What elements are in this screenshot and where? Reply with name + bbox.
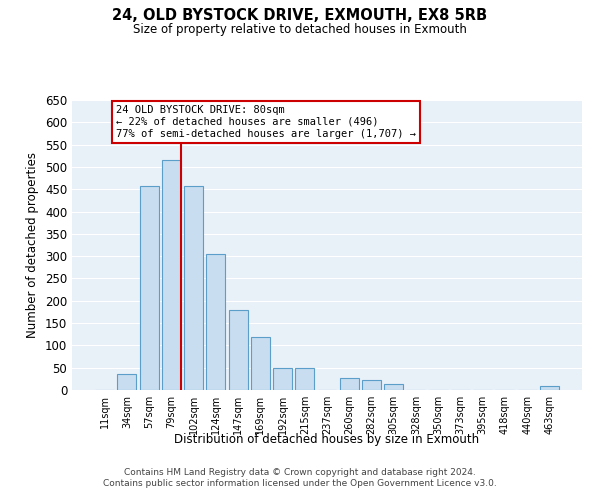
Text: 24 OLD BYSTOCK DRIVE: 80sqm
← 22% of detached houses are smaller (496)
77% of se: 24 OLD BYSTOCK DRIVE: 80sqm ← 22% of det… [116,106,416,138]
Text: 24, OLD BYSTOCK DRIVE, EXMOUTH, EX8 5RB: 24, OLD BYSTOCK DRIVE, EXMOUTH, EX8 5RB [112,8,488,22]
Bar [340,378,359,390]
Bar [295,368,314,390]
Text: Distribution of detached houses by size in Exmouth: Distribution of detached houses by size … [175,432,479,446]
Bar [229,310,248,390]
Y-axis label: Number of detached properties: Number of detached properties [26,152,40,338]
Text: Size of property relative to detached houses in Exmouth: Size of property relative to detached ho… [133,22,467,36]
Bar [140,186,158,390]
Bar [540,386,559,390]
Bar [384,384,403,390]
Bar [184,186,203,390]
Bar [162,160,181,390]
Bar [206,254,225,390]
Bar [273,368,292,390]
Bar [251,338,270,390]
Bar [362,380,381,390]
Bar [118,374,136,390]
Text: Contains HM Land Registry data © Crown copyright and database right 2024.
Contai: Contains HM Land Registry data © Crown c… [103,468,497,487]
